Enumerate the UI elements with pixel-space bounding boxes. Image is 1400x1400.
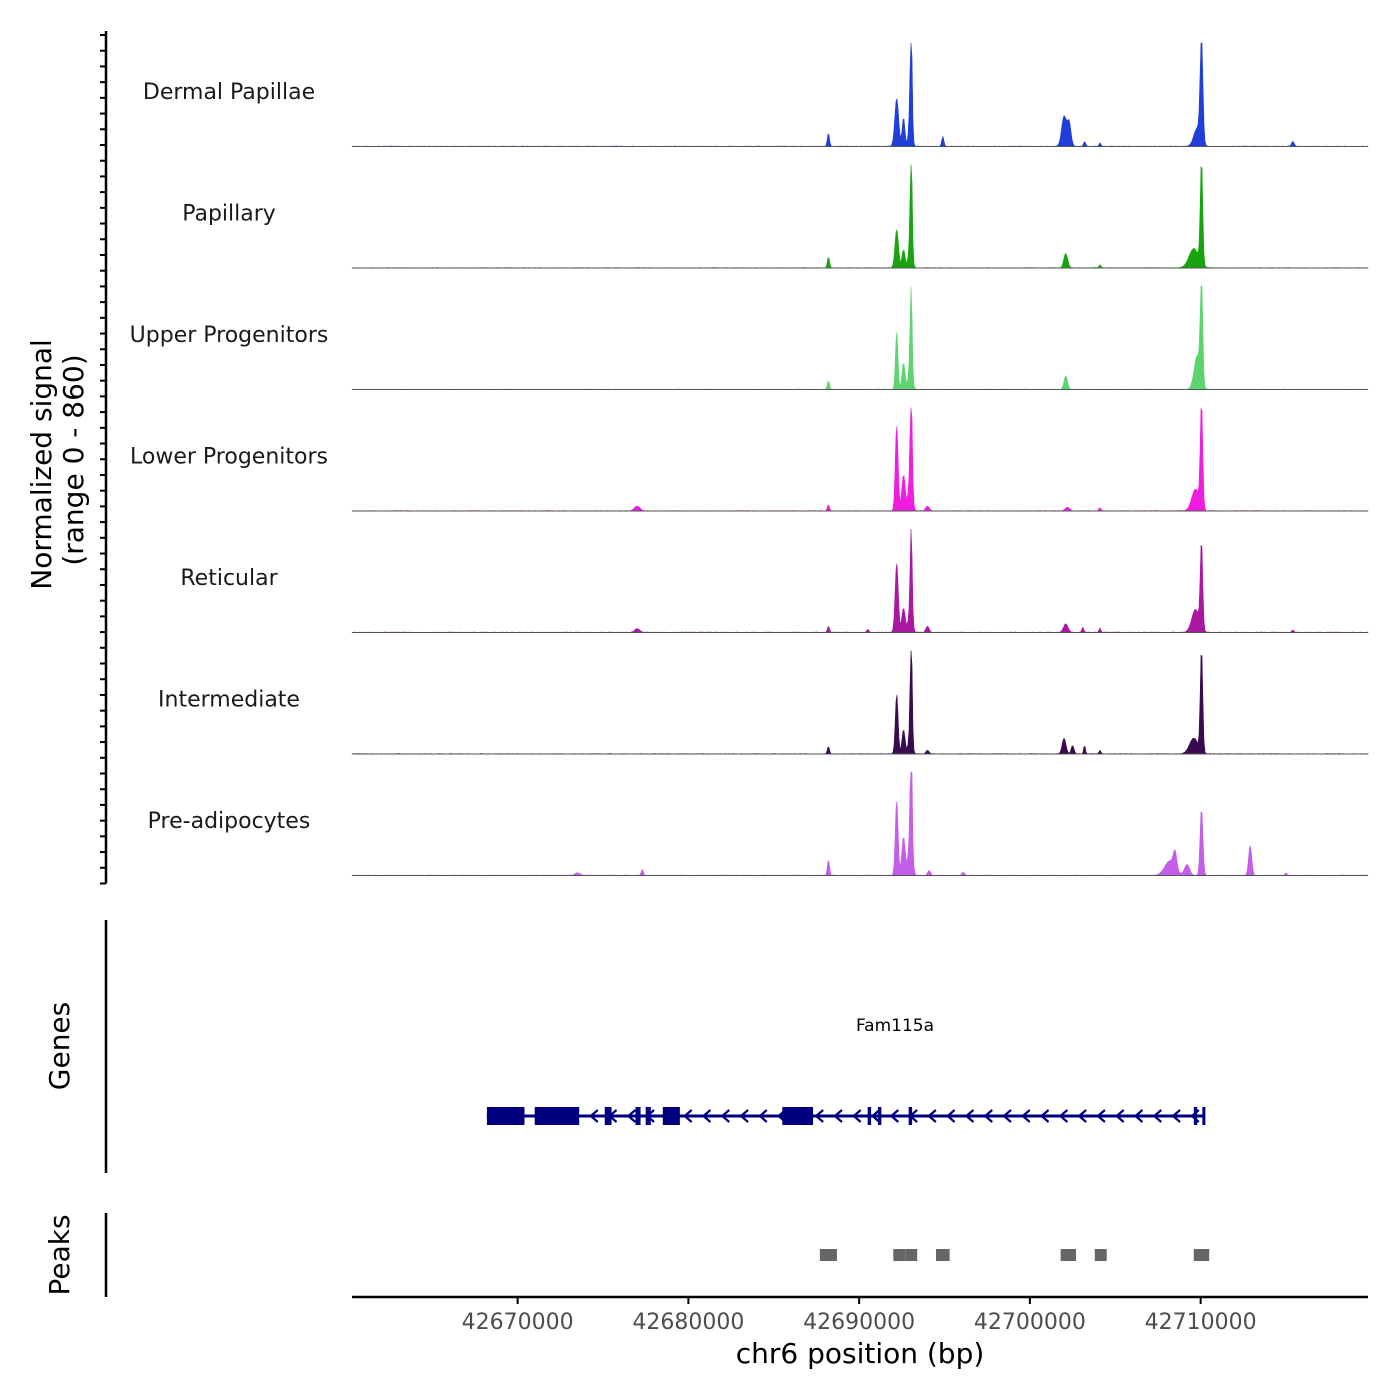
x-tick-label: 42690000 bbox=[803, 1310, 915, 1335]
peak-region bbox=[1193, 1249, 1210, 1261]
gene-exon bbox=[782, 1107, 814, 1125]
gene-exon bbox=[1193, 1107, 1198, 1125]
signal-area bbox=[351, 164, 1369, 269]
signal-track: Intermediate bbox=[158, 650, 1369, 755]
signal-track: Reticular bbox=[180, 528, 1369, 633]
track-label: Dermal Papillae bbox=[143, 80, 315, 105]
peak-region bbox=[1060, 1249, 1077, 1261]
strand-arrow bbox=[626, 1109, 637, 1123]
strand-arrow bbox=[927, 1109, 937, 1123]
strand-arrow bbox=[1058, 1109, 1069, 1123]
peak-region bbox=[905, 1249, 918, 1261]
track-label: Lower Progenitors bbox=[130, 445, 328, 470]
x-axis: 42670000 42680000 42690000 42700000 42710000 bbox=[352, 1295, 1368, 1335]
x-tick-label: 42680000 bbox=[632, 1310, 744, 1335]
signal-track: Dermal Papillae bbox=[143, 42, 1369, 147]
peak-regions-track bbox=[819, 1249, 1210, 1261]
peak-region bbox=[819, 1249, 837, 1261]
gene-exon bbox=[908, 1107, 913, 1125]
gene-exon bbox=[645, 1107, 651, 1125]
signal-area bbox=[351, 42, 1369, 147]
signal-axis-title-line1: Normalized signal bbox=[25, 339, 58, 590]
gene-name-label: Fam115a bbox=[856, 1016, 934, 1036]
strand-arrow bbox=[1039, 1109, 1050, 1123]
signal-area bbox=[351, 285, 1369, 390]
strand-arrow bbox=[739, 1109, 749, 1123]
track-label: Pre-adipocytes bbox=[148, 809, 311, 834]
signal-track: Upper Progenitors bbox=[130, 285, 1369, 390]
strand-arrow bbox=[945, 1109, 956, 1123]
strand-arrow bbox=[852, 1109, 862, 1123]
signal-area bbox=[351, 650, 1369, 755]
gene-track: Fam115a bbox=[486, 1016, 1206, 1125]
strand-arrow bbox=[1077, 1109, 1087, 1123]
track-label: Upper Progenitors bbox=[130, 323, 329, 348]
x-tick-label: 42670000 bbox=[462, 1310, 574, 1335]
track-label: Reticular bbox=[180, 566, 278, 591]
strand-arrow bbox=[589, 1109, 599, 1123]
track-label: Intermediate bbox=[158, 688, 300, 713]
signal-axis-title-line2: (range 0 - 860) bbox=[57, 354, 90, 565]
strand-arrow bbox=[1002, 1109, 1012, 1123]
gene-exon bbox=[1202, 1107, 1206, 1125]
peak-region bbox=[935, 1249, 950, 1261]
signal-area bbox=[351, 407, 1369, 512]
gene-exon bbox=[635, 1107, 641, 1125]
signal-tracks: Dermal Papillae Papillary Upper Progenitor… bbox=[130, 42, 1369, 876]
peak-region bbox=[1094, 1249, 1107, 1261]
strand-arrow bbox=[870, 1109, 881, 1123]
x-tick-label: 42710000 bbox=[1145, 1310, 1257, 1335]
strand-arrow bbox=[814, 1109, 824, 1123]
peak-region bbox=[893, 1249, 906, 1261]
signal-left-axis bbox=[100, 31, 108, 885]
strand-arrow bbox=[1133, 1109, 1144, 1123]
strand-arrow bbox=[1152, 1109, 1162, 1123]
strand-arrow bbox=[701, 1109, 712, 1123]
signal-area bbox=[351, 528, 1369, 633]
strand-arrow bbox=[758, 1109, 768, 1123]
strand-arrow bbox=[983, 1109, 993, 1123]
signal-axis-title: Normalized signal (range 0 - 860) bbox=[25, 330, 90, 589]
x-axis-title: chr6 position (bp) bbox=[736, 1337, 985, 1370]
gene-exon bbox=[486, 1107, 525, 1125]
x-tick-label: 42700000 bbox=[974, 1310, 1086, 1335]
track-label: Papillary bbox=[182, 202, 276, 227]
gene-exon bbox=[867, 1107, 872, 1125]
strand-arrow bbox=[1021, 1109, 1031, 1123]
strand-arrow bbox=[889, 1109, 900, 1123]
gene-exon bbox=[877, 1107, 882, 1125]
gene-exon bbox=[604, 1107, 612, 1125]
gene-exon bbox=[534, 1107, 580, 1125]
genes-axis-title: Genes bbox=[43, 1002, 76, 1090]
signal-track: Pre-adipocytes bbox=[148, 771, 1369, 876]
strand-arrow bbox=[964, 1109, 975, 1123]
signal-track: Lower Progenitors bbox=[130, 407, 1369, 512]
strand-arrow bbox=[1096, 1109, 1106, 1123]
signal-area bbox=[351, 771, 1369, 876]
signal-track: Papillary bbox=[182, 164, 1369, 269]
strand-arrow bbox=[1171, 1109, 1181, 1123]
strand-arrow bbox=[1115, 1109, 1125, 1123]
strand-arrow bbox=[682, 1109, 693, 1123]
peaks-axis-title: Peaks bbox=[43, 1214, 76, 1295]
strand-arrow bbox=[833, 1109, 843, 1123]
gene-exon bbox=[662, 1107, 680, 1125]
strand-arrow bbox=[720, 1109, 730, 1123]
